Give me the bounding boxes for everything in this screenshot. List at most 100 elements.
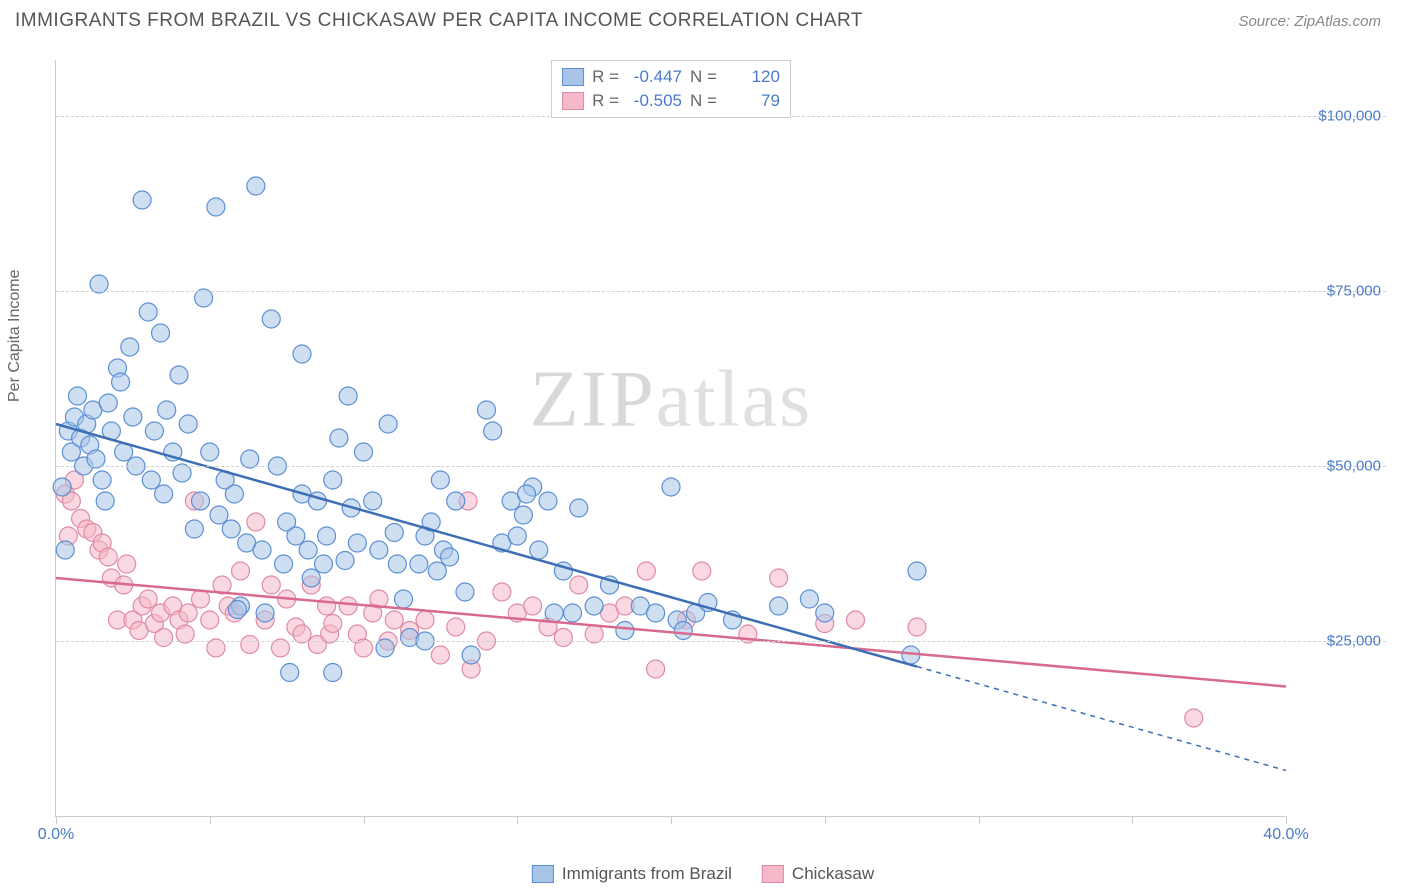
data-point-chickasaw [232, 562, 250, 580]
data-point-brazil [585, 597, 603, 615]
data-point-brazil [192, 492, 210, 510]
xtick [517, 816, 518, 824]
data-point-brazil [56, 541, 74, 559]
xtick [364, 816, 365, 824]
data-point-brazil [99, 394, 117, 412]
data-point-chickasaw [324, 615, 342, 633]
data-point-brazil [570, 499, 588, 517]
ytick-label: $50,000 [1327, 458, 1381, 475]
data-point-brazil [247, 177, 265, 195]
data-point-brazil [800, 590, 818, 608]
data-point-chickasaw [570, 576, 588, 594]
data-point-chickasaw [637, 562, 655, 580]
data-point-brazil [315, 555, 333, 573]
stat-r-brazil: -0.447 [627, 67, 682, 87]
stats-row-chickasaw: R = -0.505 N = 79 [562, 89, 780, 113]
data-point-brazil [379, 415, 397, 433]
data-point-brazil [121, 338, 139, 356]
swatch-brazil [532, 865, 554, 883]
xtick [979, 816, 980, 824]
data-point-brazil [302, 569, 320, 587]
data-point-chickasaw [201, 611, 219, 629]
data-point-brazil [225, 485, 243, 503]
data-point-brazil [96, 492, 114, 510]
plot-svg [56, 60, 1286, 816]
data-point-chickasaw [262, 576, 280, 594]
stats-row-brazil: R = -0.447 N = 120 [562, 65, 780, 89]
data-point-brazil [428, 562, 446, 580]
chart-container: Per Capita Income ZIPatlas R = -0.447 N … [25, 45, 1386, 847]
data-point-chickasaw [647, 660, 665, 678]
chart-source: Source: ZipAtlas.com [1238, 13, 1381, 30]
data-point-brazil [158, 401, 176, 419]
data-point-brazil [281, 664, 299, 682]
data-point-brazil [484, 422, 502, 440]
data-point-brazil [364, 492, 382, 510]
swatch-chickasaw [562, 92, 584, 110]
gridline [56, 291, 1386, 292]
data-point-brazil [262, 310, 280, 328]
data-point-chickasaw [431, 646, 449, 664]
data-point-brazil [287, 527, 305, 545]
data-point-brazil [228, 601, 246, 619]
chart-header: IMMIGRANTS FROM BRAZIL VS CHICKASAW PER … [0, 0, 1406, 37]
data-point-brazil [133, 191, 151, 209]
data-point-chickasaw [318, 597, 336, 615]
data-point-chickasaw [693, 562, 711, 580]
data-point-brazil [530, 541, 548, 559]
xtick [825, 816, 826, 824]
data-point-brazil [662, 478, 680, 496]
data-point-brazil [53, 478, 71, 496]
legend-label-brazil: Immigrants from Brazil [562, 864, 732, 884]
xtick [1132, 816, 1133, 824]
legend-label-chickasaw: Chickasaw [792, 864, 874, 884]
data-point-brazil [385, 524, 403, 542]
data-point-brazil [517, 485, 535, 503]
data-point-brazil [616, 622, 634, 640]
stat-n-brazil: 120 [725, 67, 780, 87]
legend-item-brazil: Immigrants from Brazil [532, 864, 732, 884]
data-point-chickasaw [524, 597, 542, 615]
data-point-brazil [324, 664, 342, 682]
bottom-legend: Immigrants from Brazil Chickasaw [532, 864, 874, 884]
data-point-brazil [478, 401, 496, 419]
data-point-chickasaw [847, 611, 865, 629]
data-point-brazil [201, 443, 219, 461]
xlabel-right: 40.0% [1263, 826, 1308, 844]
data-point-brazil [124, 408, 142, 426]
data-point-brazil [456, 583, 474, 601]
data-point-brazil [514, 506, 532, 524]
data-point-brazil [253, 541, 271, 559]
stat-r-label: R = [592, 67, 619, 87]
data-point-brazil [275, 555, 293, 573]
data-point-brazil [170, 366, 188, 384]
data-point-chickasaw [908, 618, 926, 636]
data-point-brazil [355, 443, 373, 461]
data-point-brazil [210, 506, 228, 524]
gridline [56, 466, 1386, 467]
data-point-chickasaw [339, 597, 357, 615]
data-point-brazil [647, 604, 665, 622]
data-point-brazil [318, 527, 336, 545]
data-point-chickasaw [493, 583, 511, 601]
stat-r-label: R = [592, 91, 619, 111]
data-point-brazil [394, 590, 412, 608]
trendline-chickasaw [56, 578, 1286, 687]
data-point-brazil [508, 527, 526, 545]
data-point-chickasaw [554, 629, 572, 647]
ytick-label: $25,000 [1327, 633, 1381, 650]
xlabel-left: 0.0% [38, 826, 74, 844]
data-point-brazil [336, 552, 354, 570]
data-point-chickasaw [241, 636, 259, 654]
stats-legend-box: R = -0.447 N = 120 R = -0.505 N = 79 [551, 60, 791, 118]
data-point-brazil [145, 422, 163, 440]
data-point-chickasaw [139, 590, 157, 608]
data-point-brazil [462, 646, 480, 664]
stat-n-label: N = [690, 67, 717, 87]
data-point-brazil [207, 198, 225, 216]
data-point-brazil [545, 604, 563, 622]
yaxis-title: Per Capita Income [6, 269, 24, 402]
xtick [671, 816, 672, 824]
data-point-brazil [293, 345, 311, 363]
data-point-brazil [330, 429, 348, 447]
